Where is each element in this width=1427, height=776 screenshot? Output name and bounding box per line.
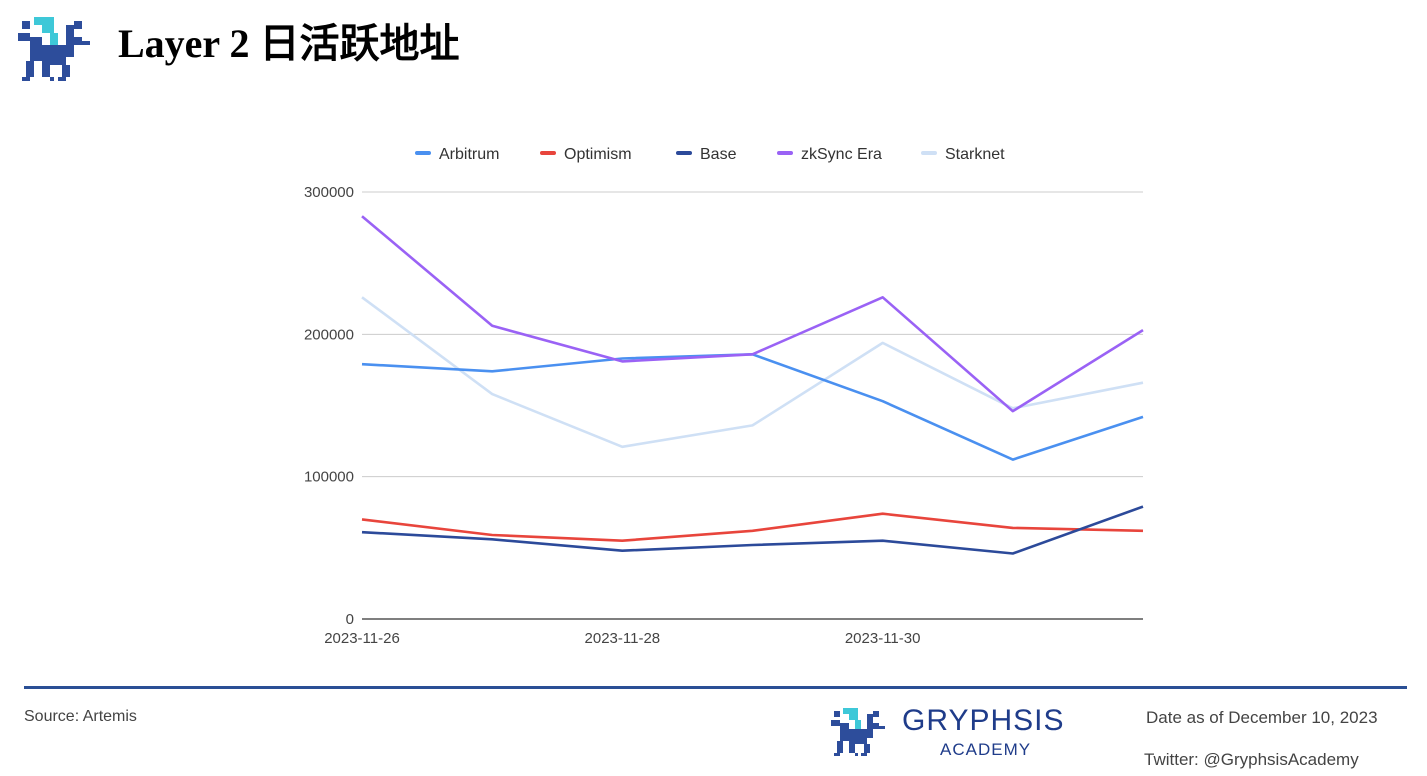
footer-divider (24, 686, 1407, 689)
legend-swatch-base (676, 151, 692, 155)
legend-label: Optimism (564, 146, 632, 163)
y-tick-label: 300000 (304, 184, 354, 201)
line-chart: 0 100000 200000 300000 2023-11-26 2023-11-28 2… (304, 146, 1144, 647)
date-text: Date as of December 10, 2023 (1146, 708, 1378, 727)
legend-swatch-arbitrum (415, 151, 431, 155)
y-tick-label: 0 (346, 611, 354, 628)
y-tick-label: 200000 (304, 326, 354, 343)
series-line-base (361, 505, 1144, 555)
legend-label: Arbitrum (439, 146, 499, 163)
brand-subtitle: ACADEMY (940, 740, 1032, 759)
legend-label: zkSync Era (801, 146, 882, 163)
twitter-handle: Twitter: @GryphsisAcademy (1144, 750, 1359, 769)
legend-swatch-zksync-era (777, 151, 793, 155)
x-tick-label: 2023-11-26 (324, 630, 400, 647)
y-tick-label: 100000 (304, 469, 354, 486)
legend-label: Starknet (945, 146, 1005, 163)
legend-label: Base (700, 146, 737, 163)
page-title: Layer 2 日活跃地址 (118, 21, 460, 66)
source-text: Source: Artemis (24, 708, 137, 725)
gryphon-logo-icon (831, 708, 885, 756)
x-tick-label: 2023-11-28 (585, 630, 661, 647)
x-tick-label: 2023-11-30 (845, 630, 921, 647)
legend-swatch-optimism (540, 151, 556, 155)
gryphon-logo-icon (18, 17, 90, 81)
series-line-optimism (361, 512, 1144, 543)
legend-swatch-starknet (921, 151, 937, 155)
brand-name: GRYPHSIS (902, 704, 1065, 737)
series-line-zksync-era (361, 215, 1144, 413)
series-line-starknet (361, 296, 1144, 449)
